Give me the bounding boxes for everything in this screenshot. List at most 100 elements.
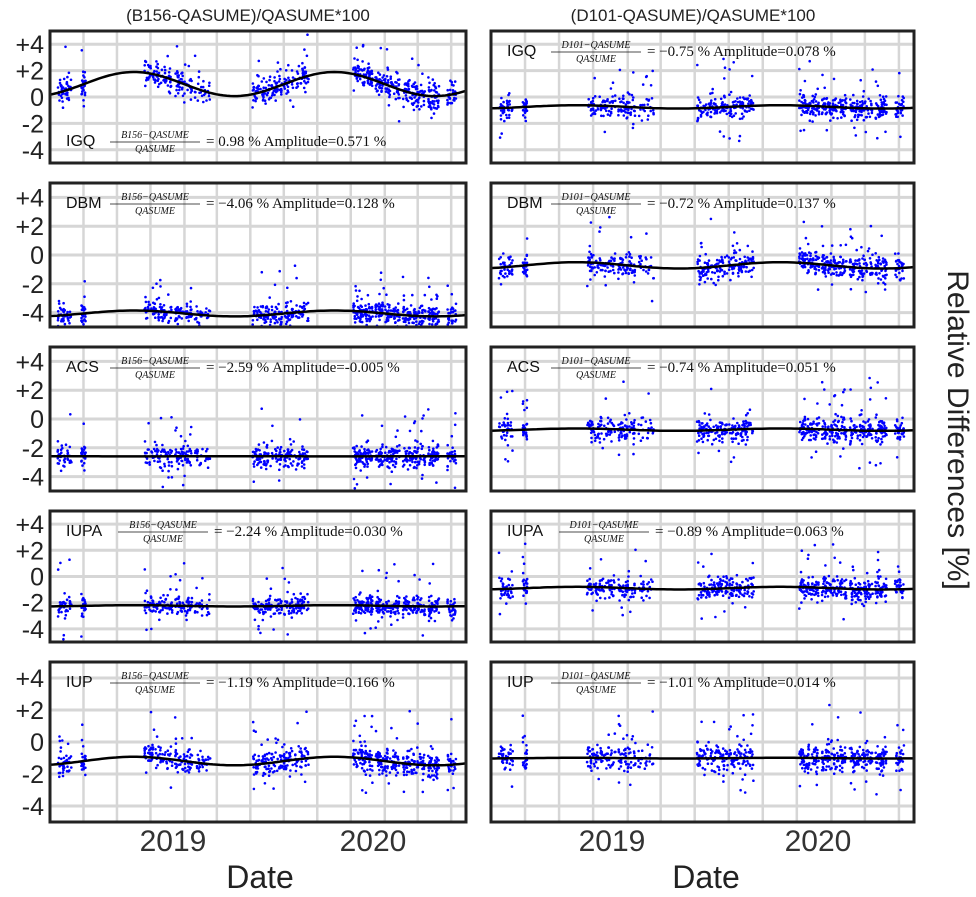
data-point [264,757,267,761]
data-point [146,63,150,67]
data-point [287,609,291,613]
data-point [301,61,304,65]
data-point [629,262,633,265]
data-point [365,476,369,479]
data-point [289,769,292,772]
data-point [251,106,254,109]
data-point [874,80,878,83]
data-point [291,105,295,108]
data-point [274,81,278,85]
data-point [699,242,703,245]
data-point [723,77,726,80]
data-point [291,76,295,79]
data-point [259,316,263,320]
data-point [376,82,379,86]
data-point [408,749,411,753]
data-point [839,271,842,274]
data-point [702,270,705,273]
data-point [446,337,449,340]
data-point [723,270,726,274]
data-point [268,770,271,774]
data-point [290,598,294,601]
data-point [750,258,753,262]
data-point [300,766,303,769]
data-point [417,311,420,315]
data-point [276,61,280,64]
data-point [276,738,280,742]
data-point [357,306,361,310]
data-point [63,592,66,595]
data-point [410,458,414,461]
data-point [611,268,615,272]
data-point [508,113,511,117]
data-point [65,758,69,762]
data-point [727,111,731,115]
data-point [147,744,150,748]
data-point [809,254,812,258]
data-point [252,99,255,102]
data-point [251,319,255,322]
data-point [900,98,904,102]
data-point [446,284,450,288]
data-point [384,308,387,312]
data-point [506,103,510,107]
data-point [435,458,439,461]
data-point [267,452,270,455]
data-point [354,748,358,752]
data-point [166,612,169,615]
data-point [814,258,818,262]
data-point [206,758,210,761]
data-point [207,309,211,312]
data-point [422,756,425,759]
data-point [394,309,398,313]
data-point [435,107,439,110]
data-point [598,230,601,233]
data-point [452,310,455,313]
y-tick-label: -2 [22,435,44,463]
data-point [185,302,189,306]
data-point [296,72,300,75]
data-point [853,115,856,119]
data-point [208,593,211,596]
data-point [734,112,737,115]
data-point [189,286,193,290]
data-point [392,763,396,767]
data-point [416,90,419,94]
data-point [274,737,277,740]
data-point [510,261,513,265]
data-point [80,592,83,596]
data-point [306,457,310,461]
data-point [420,429,423,433]
data-point [302,600,306,603]
data-point [451,89,455,92]
data-point [169,588,172,591]
data-point [274,315,278,319]
data-point [739,267,743,271]
data-point [201,759,205,762]
data-point [184,770,187,773]
data-point [158,611,162,614]
plot-frame [48,29,468,165]
data-point [356,764,359,768]
data-point [374,303,378,306]
data-point [158,618,161,622]
data-point [82,461,86,465]
data-point [83,469,86,472]
data-point [698,275,701,278]
data-point [143,451,147,455]
data-point [167,74,171,78]
data-point [363,740,367,743]
data-point [360,315,363,319]
data-point [164,606,167,610]
data-point [378,768,381,772]
data-point [267,774,271,777]
data-point [273,321,277,325]
data-point [375,448,379,452]
data-point [80,752,84,756]
data-point [176,610,180,614]
data-point [407,87,411,91]
data-point [832,116,835,120]
data-point [65,82,69,86]
data-point [255,89,258,93]
data-point [415,610,419,613]
